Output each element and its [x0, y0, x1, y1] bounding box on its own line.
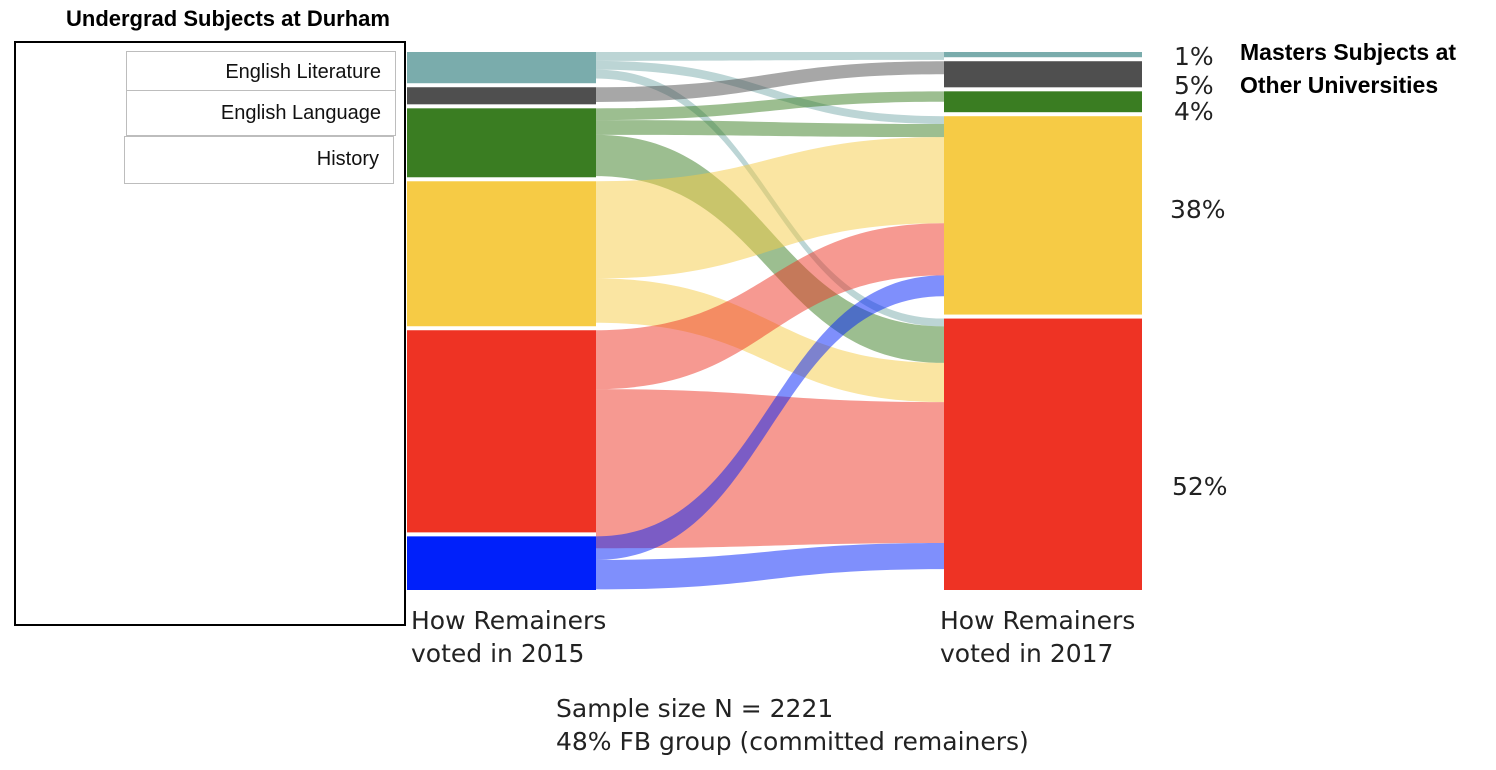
right-node-R1 — [944, 52, 1142, 58]
flow-L6-to-R5 — [596, 543, 944, 590]
left-node-L2 — [407, 87, 596, 105]
right-column-label-text: How Remainers voted in 2017 — [940, 606, 1136, 668]
subject-english-literature[interactable]: English Literature — [126, 51, 396, 91]
flow-L1-to-R1 — [596, 52, 944, 61]
flow-L1-to-R4 — [596, 60, 944, 125]
left-column-label-text: How Remainers voted in 2015 — [411, 606, 607, 668]
left-column-label: How Remainers voted in 2015 — [411, 604, 626, 670]
flow-L5-to-R4 — [596, 223, 944, 390]
pct-label-1: 1% — [1174, 42, 1214, 71]
pct-label-4: 38% — [1170, 195, 1226, 224]
right-node-R5 — [944, 318, 1142, 590]
right-node-R3 — [944, 91, 1142, 113]
pct-label-3: 4% — [1174, 97, 1214, 126]
left-node-L6 — [407, 536, 596, 590]
pct-label-5: 52% — [1172, 472, 1228, 501]
flow-L4-to-R5 — [596, 278, 944, 403]
left-node-L1 — [407, 52, 596, 84]
left-title: Undergrad Subjects at Durham — [66, 6, 390, 31]
left-node-L5 — [407, 330, 596, 533]
right-column-label: How Remainers voted in 2017 — [940, 604, 1155, 670]
right-node-R2 — [944, 61, 1142, 88]
flow-L5-to-R5 — [596, 389, 944, 549]
subject-panel: English Literature English Language Hist… — [14, 41, 406, 626]
left-node-L4 — [407, 181, 596, 327]
subject-english-language[interactable]: English Language — [126, 90, 396, 136]
right-node-R4 — [944, 116, 1142, 315]
flow-L4-to-R4 — [596, 137, 944, 279]
flow-L6-to-R4 — [596, 275, 944, 560]
flow-L3-to-R3 — [596, 91, 944, 121]
footer-group-note: 48% FB group (committed remainers) — [556, 727, 1029, 756]
footer-note: Sample size N = 2221 48% FB group (commi… — [556, 692, 1029, 758]
footer-sample-size: Sample size N = 2221 — [556, 694, 834, 723]
nodes-layer — [407, 52, 1142, 590]
pct-label-2: 5% — [1174, 71, 1214, 100]
flow-L2-to-R2 — [596, 61, 944, 102]
right-title: Masters Subjects at Other Universities — [1240, 39, 1457, 98]
left-node-L3 — [407, 108, 596, 178]
flows-layer — [596, 52, 944, 590]
flow-L3-to-R4 — [596, 120, 944, 138]
subject-history[interactable]: History — [124, 136, 394, 184]
